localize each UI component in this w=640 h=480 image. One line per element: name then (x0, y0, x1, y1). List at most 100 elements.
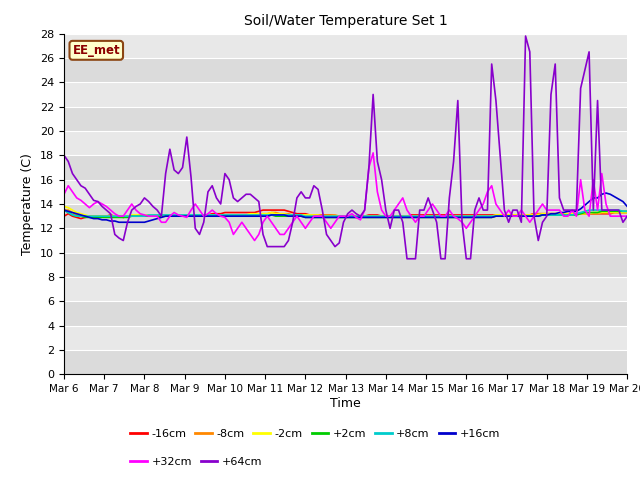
-8cm (187, 212, 195, 218)
-2cm (594, 210, 602, 216)
+32cm (369, 150, 377, 156)
Line: +64cm: +64cm (64, 36, 627, 259)
+32cm (90, 201, 97, 207)
+16cm (280, 212, 288, 218)
+2cm (81, 215, 89, 220)
Bar (64, 180, 627, 204)
Bar (64, 277, 627, 301)
-2cm (589, 210, 597, 216)
+2cm (589, 210, 597, 216)
-8cm (90, 213, 97, 219)
+32cm (594, 207, 602, 213)
+8cm (204, 212, 212, 218)
+16cm (623, 204, 631, 209)
+64cm (200, 219, 207, 225)
Title: Soil/Water Temperature Set 1: Soil/Water Temperature Set 1 (244, 14, 447, 28)
+32cm (280, 231, 288, 237)
-2cm (187, 212, 195, 218)
+32cm (60, 192, 68, 197)
+64cm (598, 207, 605, 213)
+64cm (276, 244, 284, 250)
-16cm (60, 213, 68, 219)
Bar (64, 228, 627, 252)
-16cm (598, 211, 605, 216)
-16cm (77, 216, 84, 221)
-16cm (94, 213, 102, 219)
Line: +8cm: +8cm (64, 210, 627, 216)
+16cm (90, 216, 97, 221)
-16cm (623, 210, 631, 216)
Bar (64, 350, 627, 374)
X-axis label: Time: Time (330, 397, 361, 410)
-8cm (280, 211, 288, 216)
+2cm (280, 213, 288, 219)
+16cm (115, 219, 123, 225)
Bar (64, 252, 627, 277)
+32cm (183, 215, 191, 220)
+64cm (522, 33, 529, 39)
+2cm (204, 213, 212, 219)
+32cm (623, 213, 631, 219)
+32cm (598, 171, 605, 177)
-8cm (120, 215, 127, 220)
-8cm (204, 212, 212, 218)
Bar (64, 301, 627, 326)
-2cm (86, 213, 93, 219)
-2cm (623, 210, 631, 216)
Bar (64, 82, 627, 107)
-16cm (187, 212, 195, 218)
-2cm (204, 212, 212, 218)
+32cm (251, 238, 259, 243)
+8cm (589, 207, 597, 213)
Line: +32cm: +32cm (64, 153, 627, 240)
-8cm (594, 211, 602, 216)
-16cm (259, 207, 267, 213)
+64cm (594, 97, 602, 103)
Bar (64, 107, 627, 131)
+16cm (204, 213, 212, 219)
+8cm (623, 208, 631, 214)
+16cm (589, 195, 597, 201)
Line: +16cm: +16cm (64, 193, 627, 222)
+8cm (60, 207, 68, 213)
+16cm (602, 190, 610, 196)
+2cm (60, 207, 68, 213)
+8cm (280, 212, 288, 218)
+2cm (94, 215, 102, 220)
Bar (64, 58, 627, 82)
+2cm (187, 213, 195, 219)
+64cm (60, 153, 68, 158)
-16cm (285, 208, 292, 214)
Bar (64, 204, 627, 228)
-16cm (204, 212, 212, 218)
Line: +2cm: +2cm (64, 210, 627, 217)
+64cm (90, 197, 97, 203)
Bar (64, 34, 627, 58)
+8cm (94, 213, 102, 219)
-8cm (60, 207, 68, 213)
-16cm (594, 211, 602, 216)
Line: -16cm: -16cm (64, 210, 627, 218)
Line: -8cm: -8cm (64, 210, 627, 217)
+64cm (183, 134, 191, 140)
Y-axis label: Temperature (C): Temperature (C) (22, 153, 35, 255)
+16cm (187, 213, 195, 219)
+8cm (187, 212, 195, 218)
+2cm (594, 210, 602, 216)
+8cm (73, 213, 81, 219)
-2cm (60, 204, 68, 209)
+64cm (403, 256, 411, 262)
-2cm (280, 211, 288, 216)
Bar (64, 131, 627, 156)
-2cm (94, 213, 102, 219)
+16cm (594, 195, 602, 201)
-8cm (623, 210, 631, 216)
-8cm (589, 211, 597, 216)
Text: EE_met: EE_met (72, 44, 120, 57)
Legend: +32cm, +64cm: +32cm, +64cm (126, 452, 267, 471)
+8cm (594, 207, 602, 213)
Bar (64, 326, 627, 350)
+16cm (60, 207, 68, 213)
+2cm (623, 208, 631, 214)
Line: -2cm: -2cm (64, 206, 627, 216)
